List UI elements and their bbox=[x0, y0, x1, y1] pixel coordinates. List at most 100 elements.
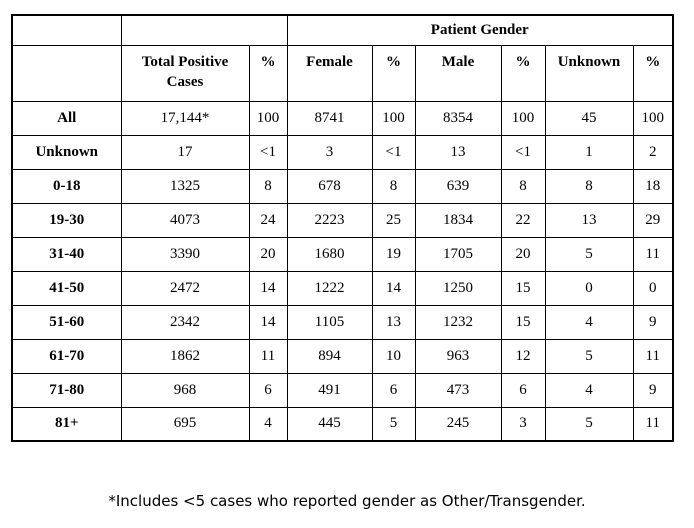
total-group-cell bbox=[120, 14, 288, 46]
table-row: 51-60 2342 14 1105 13 1232 15 4 9 bbox=[11, 304, 674, 340]
row-label: 31-40 bbox=[11, 236, 122, 272]
data-cell: 29 bbox=[632, 202, 674, 238]
data-cell: 13 bbox=[371, 304, 416, 340]
data-cell: 13 bbox=[414, 134, 502, 170]
data-cell: 1222 bbox=[286, 270, 373, 306]
row-label: 81+ bbox=[11, 406, 122, 442]
data-cell: 15 bbox=[500, 270, 546, 306]
data-cell: 11 bbox=[248, 338, 288, 374]
data-cell: 1705 bbox=[414, 236, 502, 272]
header-total-positive-cases: Total Positive Cases bbox=[120, 44, 250, 102]
table-row: All 17,144* 100 8741 100 8354 100 45 100 bbox=[11, 100, 674, 136]
row-label-header bbox=[11, 44, 122, 102]
table-body: All 17,144* 100 8741 100 8354 100 45 100 Unknown 1… bbox=[11, 100, 674, 442]
data-cell: 3 bbox=[286, 134, 373, 170]
table-row: 41-50 2472 14 1222 14 1250 15 0 0 bbox=[11, 270, 674, 306]
data-cell: 5 bbox=[371, 406, 416, 442]
data-cell: 22 bbox=[500, 202, 546, 238]
data-cell: 11 bbox=[632, 236, 674, 272]
data-cell: 1250 bbox=[414, 270, 502, 306]
data-cell: 5 bbox=[544, 406, 634, 442]
row-label: 0-18 bbox=[11, 168, 122, 204]
data-cell: 11 bbox=[632, 406, 674, 442]
data-cell: <1 bbox=[248, 134, 288, 170]
data-cell: 12 bbox=[500, 338, 546, 374]
corner-cell bbox=[11, 14, 122, 46]
data-cell: 20 bbox=[248, 236, 288, 272]
data-cell: 968 bbox=[120, 372, 250, 408]
data-cell: 4073 bbox=[120, 202, 250, 238]
data-cell: 5 bbox=[544, 236, 634, 272]
data-cell: 2223 bbox=[286, 202, 373, 238]
data-cell: 445 bbox=[286, 406, 373, 442]
data-cell: 25 bbox=[371, 202, 416, 238]
data-cell: 10 bbox=[371, 338, 416, 374]
data-cell: 3390 bbox=[120, 236, 250, 272]
data-cell: 8 bbox=[544, 168, 634, 204]
header-female: Female bbox=[286, 44, 373, 102]
data-cell: 1232 bbox=[414, 304, 502, 340]
data-cell: 19 bbox=[371, 236, 416, 272]
table-row: 71-80 968 6 491 6 473 6 4 9 bbox=[11, 372, 674, 408]
row-label: 51-60 bbox=[11, 304, 122, 340]
data-cell: 15 bbox=[500, 304, 546, 340]
patient-gender-group-header: Patient Gender bbox=[286, 14, 674, 46]
data-cell: <1 bbox=[500, 134, 546, 170]
data-cell: 2472 bbox=[120, 270, 250, 306]
data-cell: 1105 bbox=[286, 304, 373, 340]
row-label: 19-30 bbox=[11, 202, 122, 238]
data-cell: 8354 bbox=[414, 100, 502, 136]
group-header-row: Patient Gender bbox=[11, 14, 674, 46]
header-male: Male bbox=[414, 44, 502, 102]
row-label: All bbox=[11, 100, 122, 136]
data-cell: 678 bbox=[286, 168, 373, 204]
table-row: 61-70 1862 11 894 10 963 12 5 11 bbox=[11, 338, 674, 374]
data-cell: 18 bbox=[632, 168, 674, 204]
data-cell: 100 bbox=[632, 100, 674, 136]
data-cell: <1 bbox=[371, 134, 416, 170]
data-cell: 1325 bbox=[120, 168, 250, 204]
data-cell: 8741 bbox=[286, 100, 373, 136]
data-cell: 8 bbox=[248, 168, 288, 204]
data-cell: 0 bbox=[632, 270, 674, 306]
data-cell: 491 bbox=[286, 372, 373, 408]
row-label: 41-50 bbox=[11, 270, 122, 306]
column-header-row: Total Positive Cases % Female % Male % U… bbox=[11, 44, 674, 102]
data-cell: 100 bbox=[500, 100, 546, 136]
data-cell: 9 bbox=[632, 372, 674, 408]
data-cell: 8 bbox=[371, 168, 416, 204]
header-unknown-percent: % bbox=[632, 44, 674, 102]
data-cell: 639 bbox=[414, 168, 502, 204]
data-cell: 20 bbox=[500, 236, 546, 272]
data-cell: 14 bbox=[248, 270, 288, 306]
data-cell: 4 bbox=[544, 372, 634, 408]
data-cell: 3 bbox=[500, 406, 546, 442]
data-cell: 4 bbox=[544, 304, 634, 340]
table-row: 31-40 3390 20 1680 19 1705 20 5 11 bbox=[11, 236, 674, 272]
data-cell: 963 bbox=[414, 338, 502, 374]
data-cell: 14 bbox=[371, 270, 416, 306]
row-label: 61-70 bbox=[11, 338, 122, 374]
data-cell: 1862 bbox=[120, 338, 250, 374]
table-row: Unknown 17 <1 3 <1 13 <1 1 2 bbox=[11, 134, 674, 170]
header-unknown: Unknown bbox=[544, 44, 634, 102]
header-male-percent: % bbox=[500, 44, 546, 102]
patient-gender-table: Patient Gender Total Positive Cases % Fe… bbox=[11, 14, 674, 442]
data-cell: 100 bbox=[248, 100, 288, 136]
data-cell: 9 bbox=[632, 304, 674, 340]
data-cell: 1834 bbox=[414, 202, 502, 238]
data-cell: 6 bbox=[500, 372, 546, 408]
data-cell: 245 bbox=[414, 406, 502, 442]
table-row: 0-18 1325 8 678 8 639 8 8 18 bbox=[11, 168, 674, 204]
data-cell: 2342 bbox=[120, 304, 250, 340]
data-cell: 14 bbox=[248, 304, 288, 340]
data-cell: 100 bbox=[371, 100, 416, 136]
table-row: 81+ 695 4 445 5 245 3 5 11 bbox=[11, 406, 674, 442]
data-cell: 13 bbox=[544, 202, 634, 238]
row-label: 71-80 bbox=[11, 372, 122, 408]
footnote: *Includes <5 cases who reported gender a… bbox=[108, 492, 586, 510]
data-cell: 24 bbox=[248, 202, 288, 238]
data-cell: 0 bbox=[544, 270, 634, 306]
data-cell: 695 bbox=[120, 406, 250, 442]
data-cell: 1680 bbox=[286, 236, 373, 272]
